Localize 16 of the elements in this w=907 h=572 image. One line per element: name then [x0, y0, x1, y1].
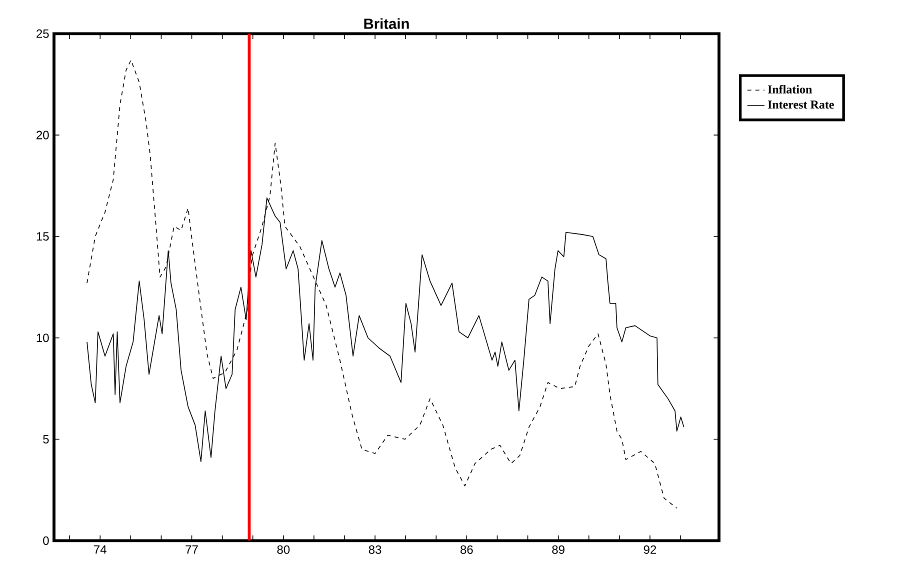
y-tick-label: 5 [43, 435, 49, 444]
legend-label: Inflation [768, 84, 812, 94]
y-tick-label: 15 [36, 232, 49, 241]
legend-label: Interest Rate [768, 100, 834, 109]
x-tick-label: 83 [368, 545, 382, 554]
chart-title: Britain [364, 18, 409, 29]
x-tick-label: 89 [552, 545, 564, 554]
x-tick-label: 77 [186, 545, 198, 554]
y-tick-label: 10 [36, 334, 49, 342]
y-tick-label: 0 [43, 536, 49, 545]
x-tick-label: 74 [94, 545, 106, 554]
x-tick-label: 80 [277, 545, 290, 554]
x-tick-label: 86 [460, 545, 473, 554]
x-tick-label: 92 [644, 545, 656, 554]
y-tick-label: 25 [36, 29, 49, 38]
y-tick-label: 20 [36, 130, 49, 140]
